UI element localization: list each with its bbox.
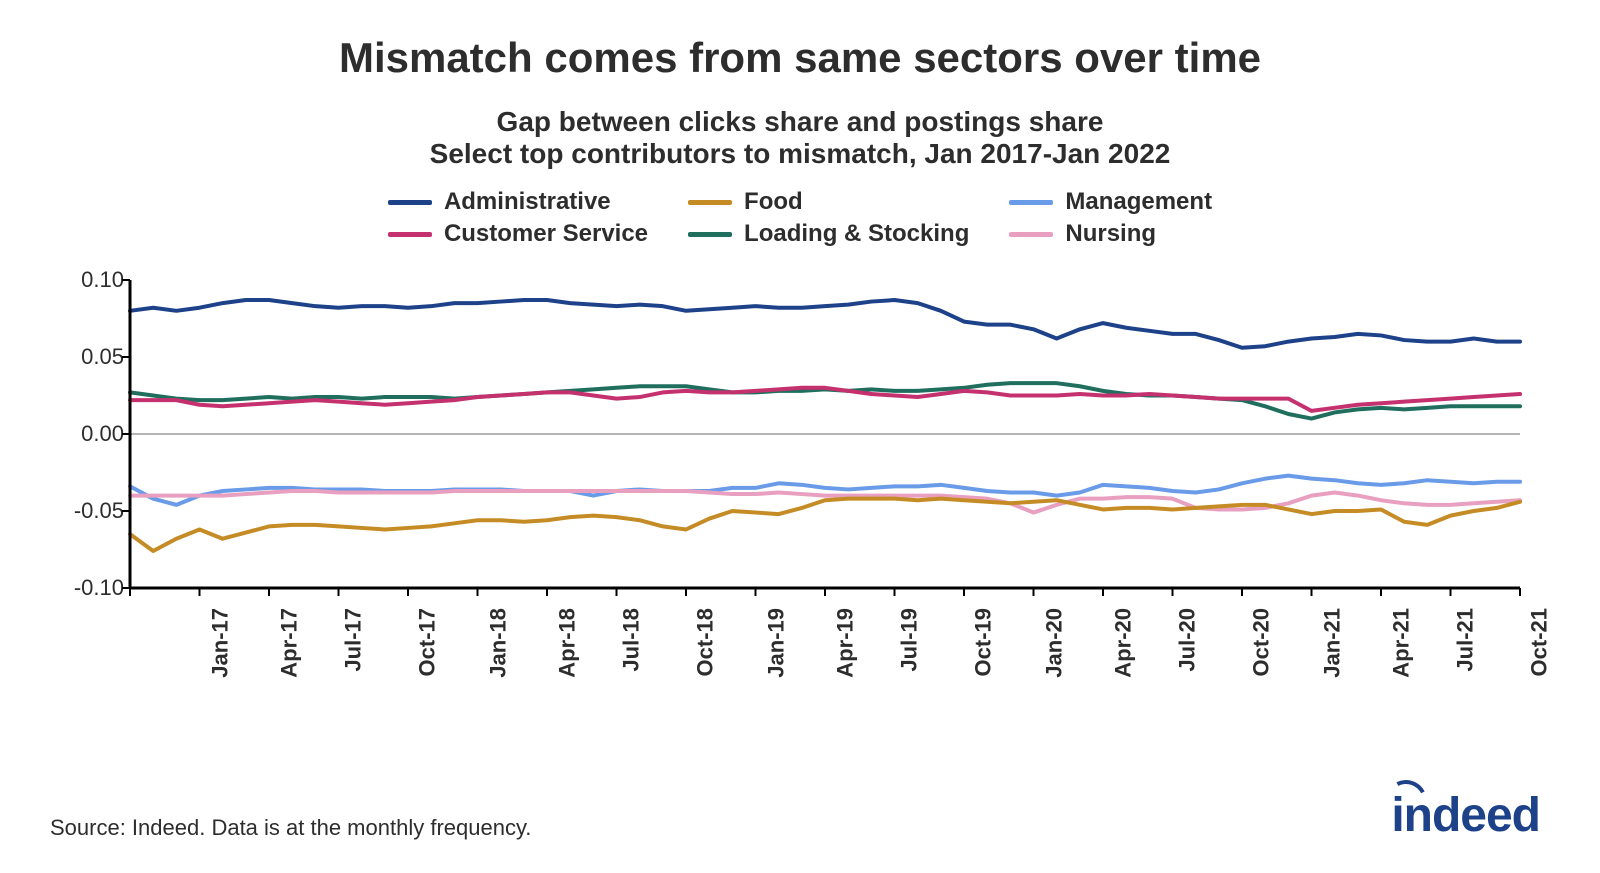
y-tick-label: 0.05 <box>10 344 124 370</box>
x-tick-label: Apr-21 <box>1389 608 1415 678</box>
x-tick-label: Oct-19 <box>971 608 997 676</box>
indeed-logo: indeed <box>1391 788 1540 843</box>
legend-swatch <box>388 200 432 205</box>
x-tick-label: Apr-20 <box>1111 608 1137 678</box>
legend-label: Management <box>1065 188 1212 216</box>
chart-title: Mismatch comes from same sectors over ti… <box>0 34 1600 82</box>
x-tick-label: Jul-18 <box>618 608 644 672</box>
x-tick-label: Jul-17 <box>340 608 366 672</box>
legend: Administrative Food Management Customer Ser… <box>0 188 1600 248</box>
legend-label: Administrative <box>444 188 611 216</box>
x-tick-label: Jul-21 <box>1452 608 1478 672</box>
x-tick-label: Jan-19 <box>763 608 789 678</box>
plot-area <box>130 280 1520 588</box>
x-tick-label: Jan-18 <box>485 608 511 678</box>
series-line <box>130 300 1520 348</box>
legend-swatch <box>688 200 732 205</box>
x-tick-label: Oct-18 <box>693 608 719 676</box>
legend-label: Nursing <box>1065 220 1156 248</box>
x-tick-label: Oct-21 <box>1527 608 1553 676</box>
chart-container: Mismatch comes from same sectors over ti… <box>0 0 1600 873</box>
x-tick-label: Oct-17 <box>415 608 441 676</box>
x-tick-label: Jan-17 <box>207 608 233 678</box>
x-tick-label: Jan-20 <box>1041 608 1067 678</box>
legend-swatch <box>388 232 432 237</box>
y-tick-label: 0.10 <box>10 267 124 293</box>
y-tick-label: -0.10 <box>10 575 124 601</box>
subtitle-line-1: Gap between clicks share and postings sh… <box>0 106 1600 138</box>
x-tick-label: Oct-20 <box>1249 608 1275 676</box>
legend-item: Loading & Stocking <box>688 220 969 248</box>
legend-item: Management <box>1009 188 1212 216</box>
y-tick-label: 0.00 <box>10 421 124 447</box>
chart-subtitle: Gap between clicks share and postings sh… <box>0 106 1600 170</box>
legend-swatch <box>1009 232 1053 237</box>
y-tick-label: -0.05 <box>10 498 124 524</box>
legend-label: Customer Service <box>444 220 648 248</box>
legend-label: Loading & Stocking <box>744 220 969 248</box>
x-tick-label: Jul-20 <box>1174 608 1200 672</box>
legend-item: Administrative <box>388 188 648 216</box>
legend-label: Food <box>744 188 803 216</box>
source-note: Source: Indeed. Data is at the monthly f… <box>50 815 531 841</box>
subtitle-line-2: Select top contributors to mismatch, Jan… <box>0 138 1600 170</box>
y-axis-labels: -0.10 -0.05 0.00 0.05 0.10 <box>0 0 130 873</box>
x-tick-label: Apr-17 <box>277 608 303 678</box>
x-tick-label: Jan-21 <box>1319 608 1345 678</box>
series-line <box>130 499 1520 551</box>
legend-item: Customer Service <box>388 220 648 248</box>
x-tick-label: Apr-18 <box>555 608 581 678</box>
x-tick-label: Apr-19 <box>833 608 859 678</box>
legend-item: Nursing <box>1009 220 1212 248</box>
x-tick-label: Jul-19 <box>896 608 922 672</box>
legend-swatch <box>1009 200 1053 205</box>
legend-swatch <box>688 232 732 237</box>
legend-item: Food <box>688 188 969 216</box>
